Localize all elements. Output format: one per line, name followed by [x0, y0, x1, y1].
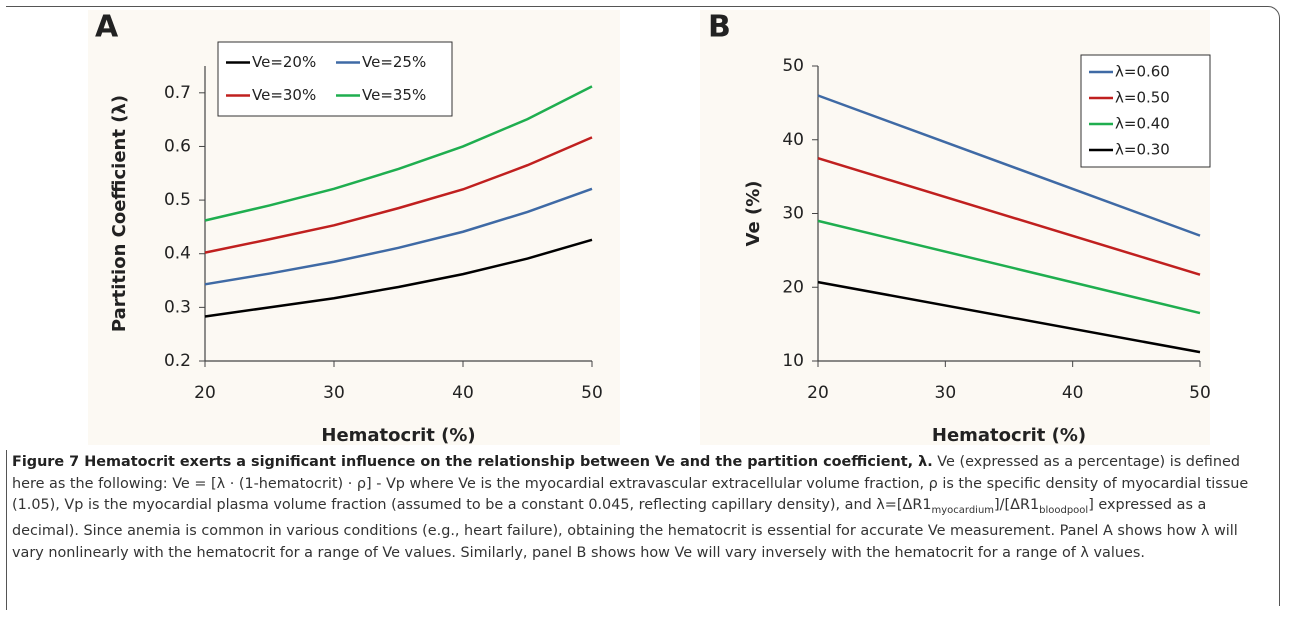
y-tick-label: 0.5 [164, 190, 191, 210]
data-line [817, 219, 1201, 315]
legend-label: λ=0.50 [1115, 89, 1170, 107]
data-line [817, 280, 1201, 354]
data-line [204, 136, 593, 254]
y-tick-label: 0.6 [164, 136, 191, 156]
caption: Figure 7 Hematocrit exerts a significant… [12, 452, 1274, 564]
x-tick-label: 50 [1189, 383, 1211, 403]
legend-label: λ=0.40 [1115, 115, 1170, 133]
y-tick-label: 0.7 [164, 83, 191, 103]
legend-label: Ve=25% [362, 53, 426, 71]
caption-subscript: bloodpool [1039, 504, 1089, 516]
frame [6, 6, 1280, 606]
x-tick-label: 40 [1062, 383, 1084, 403]
caption-title: Figure 7 Hematocrit exerts a significant… [12, 454, 933, 470]
y-tick-label: 0.2 [164, 351, 191, 371]
data-line [817, 94, 1201, 237]
legend-box [1080, 54, 1211, 168]
figure: A 0.2 0.3 0.4 0.5 0.6 0.7 20 30 40 50 Hematocrit (%… [88, 10, 1211, 446]
caption-subscript: myocardium [931, 504, 995, 516]
x-axis-title: Hematocrit (%) [321, 425, 475, 446]
y-tick-label: 0.4 [164, 244, 191, 264]
legend-label: Ve=20% [252, 53, 316, 71]
legend-label: Ve=35% [362, 86, 426, 104]
y-tick-label: 50 [782, 56, 804, 76]
x-tick-label: 20 [194, 383, 216, 403]
x-tick-label: 50 [581, 383, 603, 403]
panel-label: A [95, 10, 119, 45]
caption-text: ] expressed as a decimal). Since anemia … [12, 497, 1238, 561]
y-axis-title: Partition Coefficient (λ) [109, 95, 130, 332]
caption-text: ]/[ΔR1 [994, 497, 1040, 513]
x-axis-title: Hematocrit (%) [932, 425, 1086, 446]
legend-label: λ=0.30 [1115, 141, 1170, 159]
legend-box [217, 41, 453, 117]
y-tick-label: 30 [782, 204, 804, 224]
data-line [204, 187, 593, 286]
y-tick-label: 20 [782, 277, 804, 297]
x-tick-label: 30 [323, 383, 345, 403]
y-axis-title: Ve (%) [743, 181, 764, 247]
frame [6, 450, 7, 610]
y-tick-label: 40 [782, 130, 804, 150]
caption-text: Ve (expressed as a percentage) is define… [12, 454, 1249, 513]
legend-label: Ve=30% [252, 86, 316, 104]
panel-label: B [708, 10, 731, 45]
y-tick-label: 10 [782, 351, 804, 371]
x-tick-label: 30 [935, 383, 957, 403]
data-line [817, 156, 1201, 276]
x-tick-label: 40 [452, 383, 474, 403]
x-tick-label: 20 [807, 383, 829, 403]
y-tick-label: 0.3 [164, 297, 191, 317]
data-line [204, 85, 593, 222]
data-line [204, 238, 593, 318]
legend-label: λ=0.60 [1115, 63, 1170, 81]
